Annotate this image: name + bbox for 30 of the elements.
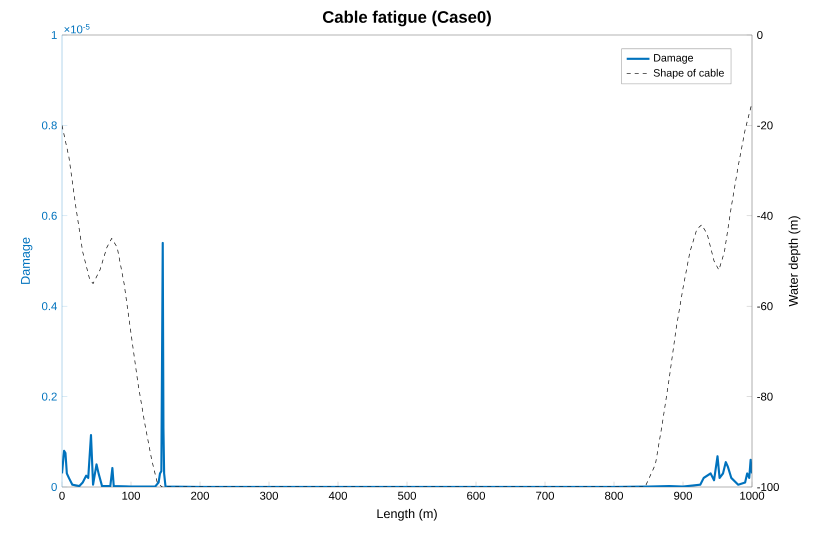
x-tick-label: 200: [191, 492, 210, 500]
x-tick-label: 1000: [740, 492, 764, 500]
legend-label: Damage: [654, 54, 694, 64]
x-tick-label: 900: [674, 492, 692, 500]
x-tick-label: 500: [398, 492, 416, 500]
y2-tick-label: 0: [757, 30, 763, 39]
x-tick-label: 800: [605, 492, 624, 500]
x-tick-label: 400: [328, 492, 348, 500]
chart-title: Cable fatigue (Case0): [322, 10, 491, 26]
x-tick-label: 700: [536, 492, 554, 500]
y2-tick-label: -60: [757, 302, 773, 310]
y-tick-label: 1: [52, 31, 57, 39]
x-tick-label: 300: [260, 492, 278, 500]
y-tick-label: 0.8: [42, 121, 57, 130]
x-tick-label: 100: [122, 492, 140, 500]
y-tick-label: 0.2: [42, 392, 57, 401]
x-tick-label: 0: [59, 492, 65, 500]
y-tick-label: 0.4: [42, 302, 57, 310]
y-axis-title: Damage: [21, 238, 32, 284]
x-axis-title: Length (m): [377, 508, 437, 521]
y2-tick-label: -80: [757, 392, 773, 401]
y2-tick-label: -100: [757, 482, 779, 491]
text: ×10$^{-5}$: [64, 24, 90, 34]
y2-axis-title: Water depth (m): [788, 216, 800, 306]
y-tick-label: 0.6: [42, 212, 57, 220]
y2-tick-label: -40: [757, 212, 773, 220]
y-tick-label: 0: [51, 482, 57, 491]
legend-label: Shape of cable: [654, 68, 724, 79]
y2-tick-label: -20: [757, 121, 773, 130]
x-tick-label: 600: [467, 492, 486, 500]
